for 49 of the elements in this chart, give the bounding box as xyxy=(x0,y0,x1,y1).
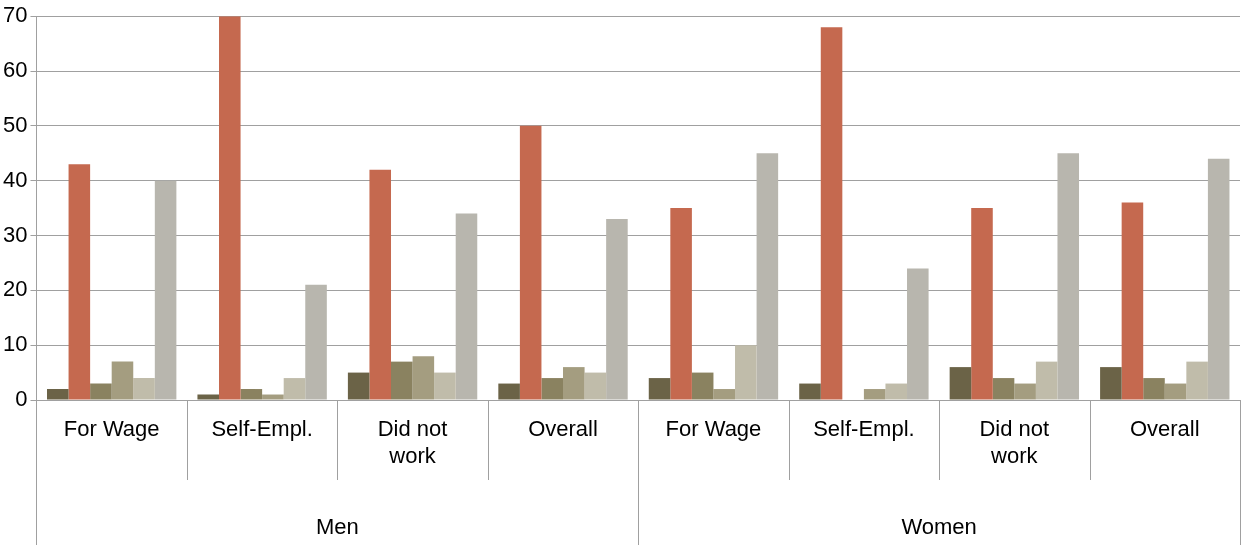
bar xyxy=(541,378,564,400)
bar xyxy=(498,383,520,400)
y-tick-label: 30 xyxy=(2,221,28,247)
y-tick-label: 50 xyxy=(2,111,28,137)
y-tick-label: 70 xyxy=(2,2,28,28)
bar xyxy=(648,378,671,400)
bar xyxy=(713,389,736,400)
bar xyxy=(519,125,542,400)
y-tick-label: 0 xyxy=(15,386,28,412)
bar xyxy=(820,27,843,400)
bar xyxy=(971,208,993,400)
y-tick-label: 60 xyxy=(2,57,28,83)
text: Women xyxy=(901,514,977,540)
x-tick-label: Overall xyxy=(1129,415,1200,441)
bar xyxy=(1121,202,1144,400)
bar xyxy=(240,389,263,400)
y-tick-label: 40 xyxy=(2,166,28,192)
y-tick-label: 20 xyxy=(2,276,28,302)
bar xyxy=(197,394,220,400)
bar xyxy=(90,383,112,400)
bar xyxy=(691,372,714,400)
bar xyxy=(992,378,1015,400)
bar xyxy=(219,16,241,400)
bar xyxy=(949,367,972,400)
bar xyxy=(412,356,435,400)
bar xyxy=(863,389,886,400)
bar xyxy=(563,367,585,400)
bar xyxy=(111,361,134,400)
text: Men xyxy=(315,514,359,540)
bar xyxy=(1143,378,1165,400)
x-tick-label: Did not work xyxy=(377,415,448,469)
bar xyxy=(1164,383,1187,400)
bar xyxy=(799,383,821,400)
bar xyxy=(347,372,370,400)
bar xyxy=(1100,367,1122,400)
bar xyxy=(391,361,413,400)
y-tick-label: 10 xyxy=(2,331,28,357)
bar xyxy=(670,208,692,400)
x-tick-label: For Wage xyxy=(665,415,762,441)
bar xyxy=(47,389,69,400)
x-tick-label: Did not work xyxy=(979,415,1050,469)
x-tick-label: Overall xyxy=(528,415,598,441)
bar xyxy=(262,394,284,400)
x-tick-label: For Wage xyxy=(63,415,160,441)
bar xyxy=(369,169,392,400)
bar xyxy=(1014,383,1036,400)
x-tick-label: Self-Empl. xyxy=(813,415,915,441)
bar xyxy=(68,164,91,400)
x-tick-label: Self-Empl. xyxy=(211,415,313,441)
